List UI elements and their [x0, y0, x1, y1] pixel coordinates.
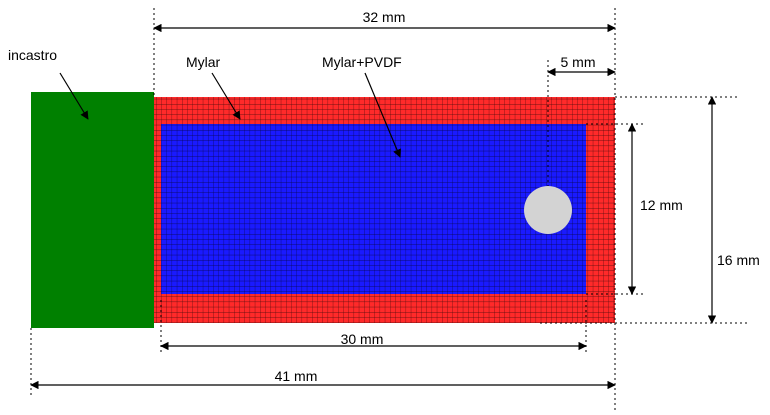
clamp-block — [31, 92, 154, 328]
dimension-arrows — [30, 23, 717, 390]
mylar-label: Mylar — [186, 54, 221, 70]
dim-32mm-label: 32 mm — [363, 9, 406, 25]
pvdf-leader — [364, 72, 401, 158]
dim-12mm-label: 12 mm — [640, 197, 683, 213]
mylar-leader — [211, 72, 241, 120]
dim-5mm-label: 5 mm — [561, 54, 596, 70]
clamp-leader — [59, 72, 89, 120]
pvdf-mesh — [161, 124, 586, 294]
mylar-pvdf-label: Mylar+PVDF — [322, 54, 402, 70]
dim-16mm-label: 16 mm — [717, 252, 760, 268]
tip-mass — [524, 186, 572, 234]
dim-30mm-label: 30 mm — [341, 331, 384, 347]
dim-41mm-label: 41 mm — [275, 368, 318, 384]
clamp-label: incastro — [8, 47, 57, 63]
leader-arrows — [59, 72, 401, 158]
